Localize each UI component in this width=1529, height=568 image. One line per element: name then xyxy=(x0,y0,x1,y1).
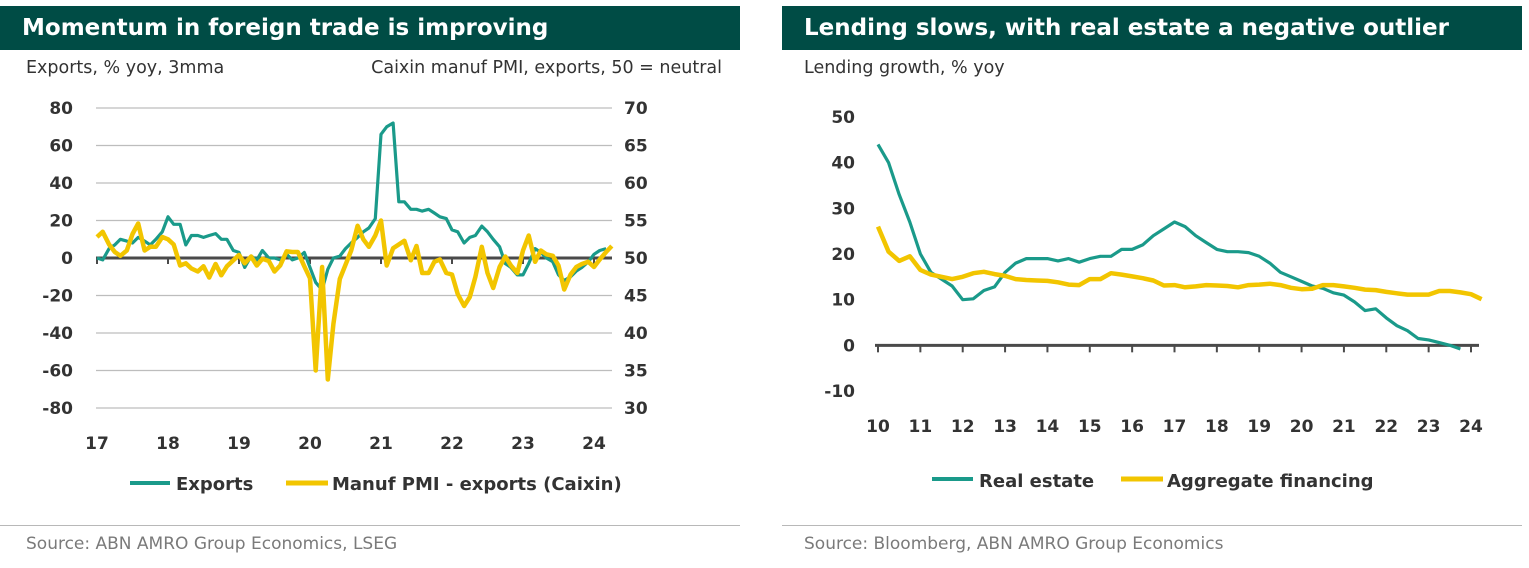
y-tick-label: 10 xyxy=(831,291,855,311)
x-tick-label: 19 xyxy=(1247,417,1271,437)
y-right-tick-label: 55 xyxy=(624,212,648,232)
exports-line xyxy=(96,121,607,292)
x-tick-label: 10 xyxy=(866,417,890,437)
chart-title: Momentum in foreign trade is improving xyxy=(0,6,740,50)
y-left-tick-label: 0 xyxy=(61,249,73,269)
x-tick-label: 11 xyxy=(909,417,933,437)
source-divider xyxy=(782,525,1522,526)
real-estate-line xyxy=(876,143,1461,351)
y-left-tick-label: 40 xyxy=(49,174,73,194)
x-tick-label: 17 xyxy=(85,434,109,454)
source-divider xyxy=(0,525,740,526)
x-tick-label: 22 xyxy=(440,434,464,454)
legend-label-real-estate: Real estate xyxy=(979,471,1094,492)
x-tick-label: 21 xyxy=(369,434,393,454)
x-tick-labels: 17 18 19 20 21 22 23 24 xyxy=(85,434,606,454)
x-tick-label: 13 xyxy=(993,417,1017,437)
y-left-tick-label: -40 xyxy=(42,324,73,344)
x-tick-label: 15 xyxy=(1078,417,1102,437)
x-tick-label: 17 xyxy=(1163,417,1187,437)
aggregate-financing-line xyxy=(875,225,1483,302)
y-left-tick-label: -60 xyxy=(42,362,73,382)
x-tick-label: 14 xyxy=(1036,417,1060,437)
x-tick-label: 24 xyxy=(582,434,606,454)
left-chart-panel: Momentum in foreign trade is improving E… xyxy=(0,0,740,568)
y-right-tick-label: 45 xyxy=(624,287,648,307)
y-right-tick-label: 65 xyxy=(624,137,648,157)
x-tick-labels: 10 11 12 13 14 15 16 17 18 19 20 21 22 23 24 xyxy=(866,417,1483,437)
y-left-tick-label: 60 xyxy=(49,137,73,157)
x-tick-label: 21 xyxy=(1332,417,1356,437)
x-tick-label: 24 xyxy=(1459,417,1483,437)
pmi-exports-line xyxy=(95,218,614,382)
y-right-tick-label: 30 xyxy=(624,399,648,419)
y-right-tick-label: 70 xyxy=(624,99,648,119)
series-lines xyxy=(95,121,614,382)
axes xyxy=(875,343,1479,353)
y-tick-label: 50 xyxy=(831,108,855,128)
y-right-tick-label: 35 xyxy=(624,362,648,382)
y-tick-label: 40 xyxy=(831,154,855,174)
right-chart-panel: Lending slows, with real estate a negati… xyxy=(782,0,1522,568)
gridlines xyxy=(96,107,612,409)
y-right-tick-label: 50 xyxy=(624,249,648,269)
y-tick-label: 20 xyxy=(831,245,855,265)
y-tick-label: 0 xyxy=(843,336,855,356)
left-axis-label: Exports, % yoy, 3mma xyxy=(26,58,225,78)
x-tick-label: 16 xyxy=(1120,417,1144,437)
right-axis-label: Caixin manuf PMI, exports, 50 = neutral xyxy=(371,58,722,78)
legend-label-aggregate-financing: Aggregate financing xyxy=(1167,471,1374,492)
y-tick-labels: 50 40 30 20 10 0 -10 xyxy=(824,108,855,402)
x-tick-label: 18 xyxy=(156,434,180,454)
chart-title: Lending slows, with real estate a negati… xyxy=(782,6,1522,50)
y-tick-label: -10 xyxy=(824,382,855,402)
y-left-tick-label: 80 xyxy=(49,99,73,119)
legend: Real estate Aggregate financing xyxy=(932,471,1374,492)
y-left-tick-labels: 80 60 40 20 0 -20 -40 -60 -80 xyxy=(42,99,73,419)
x-tick-label: 12 xyxy=(951,417,975,437)
x-tick-label: 20 xyxy=(298,434,322,454)
source-note: Source: Bloomberg, ABN AMRO Group Econom… xyxy=(804,534,1224,554)
exports-pmi-chart: 80 60 40 20 0 -20 -40 -60 -80 70 65 60 55 50 45 40 35 30… xyxy=(42,99,648,495)
y-right-tick-label: 40 xyxy=(624,324,648,344)
y-left-tick-label: 20 xyxy=(49,212,73,232)
y-right-tick-label: 60 xyxy=(624,174,648,194)
x-tick-label: 23 xyxy=(1417,417,1441,437)
series-lines xyxy=(875,143,1483,351)
x-tick-label: 18 xyxy=(1205,417,1229,437)
x-tick-label: 22 xyxy=(1374,417,1398,437)
y-tick-label: 30 xyxy=(831,199,855,219)
lending-growth-chart: 50 40 30 20 10 0 -10 10 11 12 13 14 15 16 17 18 19 20 21 2… xyxy=(824,108,1483,492)
y-left-tick-label: -80 xyxy=(42,399,73,419)
source-note: Source: ABN AMRO Group Economics, LSEG xyxy=(26,534,398,554)
x-tick-label: 23 xyxy=(511,434,535,454)
legend: Exports Manuf PMI - exports (Caixin) xyxy=(130,474,622,495)
x-tick-label: 19 xyxy=(227,434,251,454)
y-axis-label: Lending growth, % yoy xyxy=(804,58,1005,78)
legend-label-pmi: Manuf PMI - exports (Caixin) xyxy=(332,474,622,495)
y-right-tick-labels: 70 65 60 55 50 45 40 35 30 xyxy=(624,99,648,419)
legend-label-exports: Exports xyxy=(176,474,253,495)
x-tick-label: 20 xyxy=(1290,417,1314,437)
y-left-tick-label: -20 xyxy=(42,287,73,307)
